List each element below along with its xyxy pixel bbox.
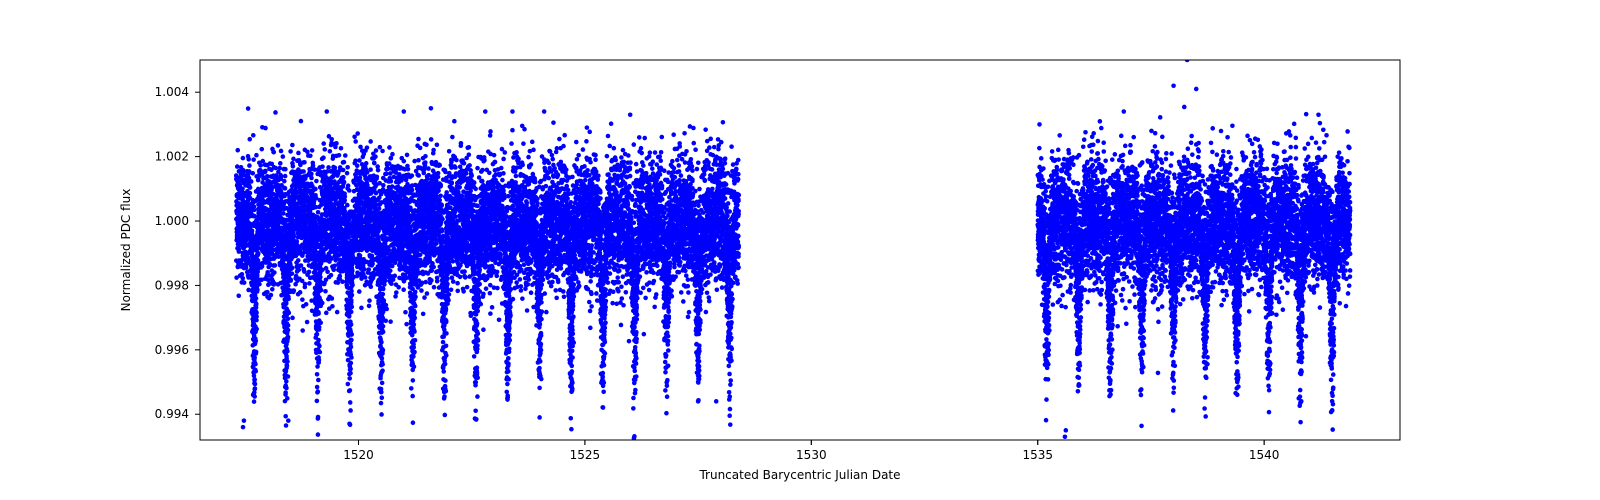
- xtick-label: 1540: [1249, 448, 1280, 462]
- ytick-label: 0.996: [155, 343, 189, 357]
- ytick-label: 0.998: [155, 278, 189, 292]
- xtick-label: 1520: [343, 448, 374, 462]
- y-axis-label: Normalized PDC flux: [119, 189, 133, 312]
- x-axis-label: Truncated Barycentric Julian Date: [698, 468, 900, 482]
- chart-svg: 1520 1525 1530 1535 1540 0.994 0.996 0.998 1.000…: [0, 0, 1600, 500]
- ytick-label: 1.004: [155, 85, 189, 99]
- xtick-label: 1525: [570, 448, 601, 462]
- xtick-label: 1535: [1022, 448, 1053, 462]
- ytick-label: 1.000: [155, 214, 189, 228]
- lightcurve-chart: 1520 1525 1530 1535 1540 0.994 0.996 0.998 1.000…: [0, 0, 1600, 500]
- ytick-label: 1.002: [155, 150, 189, 164]
- ytick-label: 0.994: [155, 407, 189, 421]
- xtick-label: 1530: [796, 448, 827, 462]
